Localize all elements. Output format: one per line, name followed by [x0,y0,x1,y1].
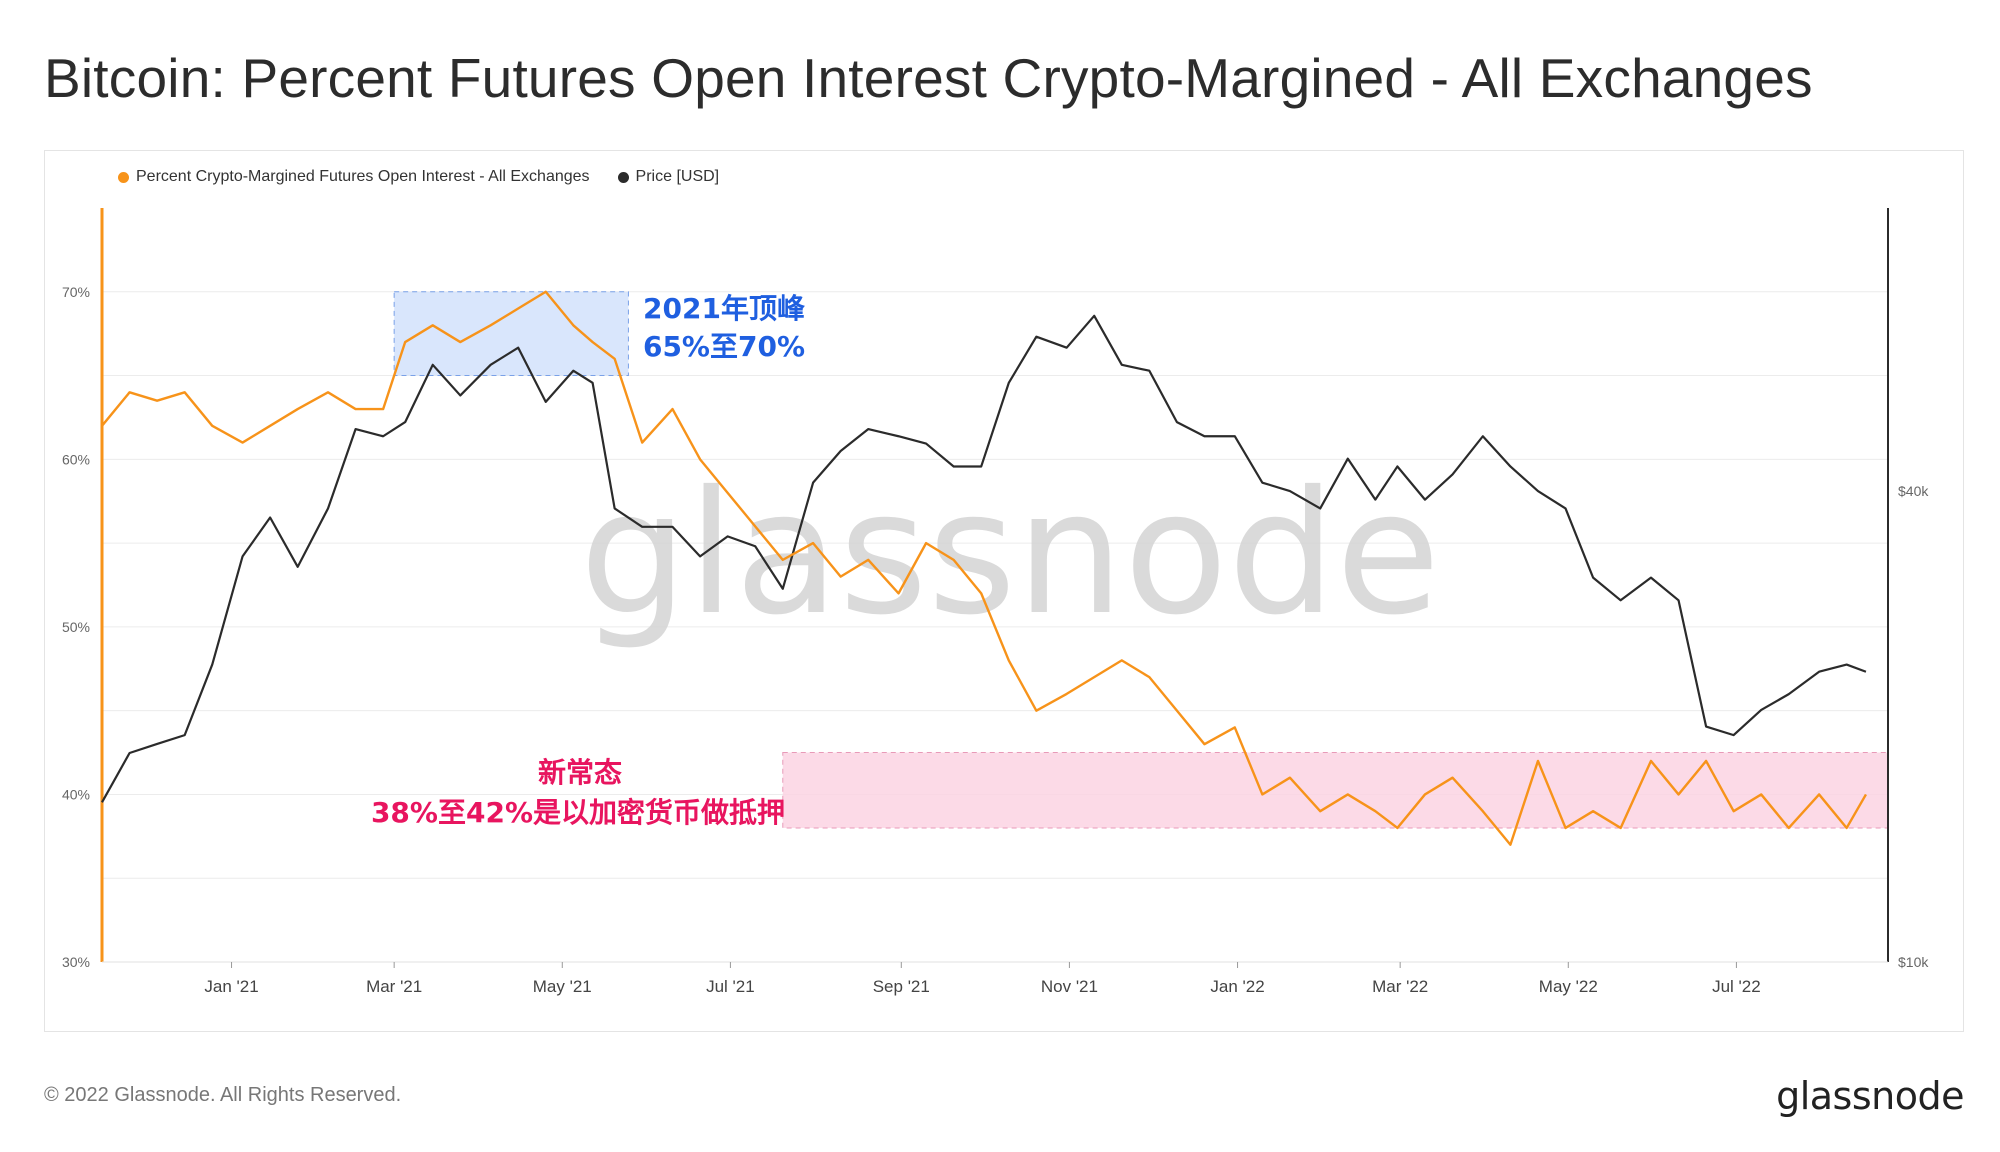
normal-annotation-label: 新常态 [538,756,622,789]
legend-item-price[interactable]: Price [USD] [617,168,720,186]
normal-annotation-range: 38%至42%是以加密货币做抵押 [371,796,785,829]
glassnode-logo[interactable]: glassnode [1776,1074,1964,1118]
price-series-line [101,314,1867,803]
x-tick-label: Sep '21 [873,977,930,996]
x-tick-label: May '21 [533,977,592,996]
copyright-footer: © 2022 Glassnode. All Rights Reserved. [44,1084,402,1106]
peak-annotation-box [393,291,629,377]
x-tick-label: Mar '21 [366,977,422,996]
x-tick-label: Jan '21 [204,977,258,996]
legend-label-oi: Percent Crypto-Margined Futures Open Int… [136,168,590,185]
peak-annotation-range: 65%至70% [643,330,805,363]
oi-percent-series-line [101,290,1867,846]
page-title: Bitcoin: Percent Futures Open Interest C… [44,47,1813,109]
left-tick-label: 60% [62,451,90,467]
chart-legend: Percent Crypto-Margined Futures Open Int… [118,168,719,186]
x-tick-label: Nov '21 [1041,977,1098,996]
x-tick-label: Jul '21 [706,977,755,996]
left-tick-label: 70% [62,284,90,300]
x-tick-label: Jul '22 [1712,977,1761,996]
right-tick-label: $10k [1898,954,1929,970]
left-tick-label: 30% [62,954,90,970]
left-tick-label: 40% [62,786,90,802]
legend-item-oi[interactable]: Percent Crypto-Margined Futures Open Int… [118,168,590,186]
chart-panel [44,150,1964,1032]
x-tick-label: Jan '22 [1210,977,1264,996]
peak-annotation-label: 2021年顶峰 [643,292,805,325]
legend-dot-oi [118,171,129,183]
watermark-text: glassnode [580,455,1441,653]
x-tick-label: Mar '22 [1372,977,1428,996]
legend-dot-price [617,171,629,183]
x-tick-label: May '22 [1539,977,1598,996]
right-tick-label: $40k [1898,483,1929,499]
left-tick-label: 50% [62,619,90,635]
legend-label-price: Price [USD] [635,168,720,185]
